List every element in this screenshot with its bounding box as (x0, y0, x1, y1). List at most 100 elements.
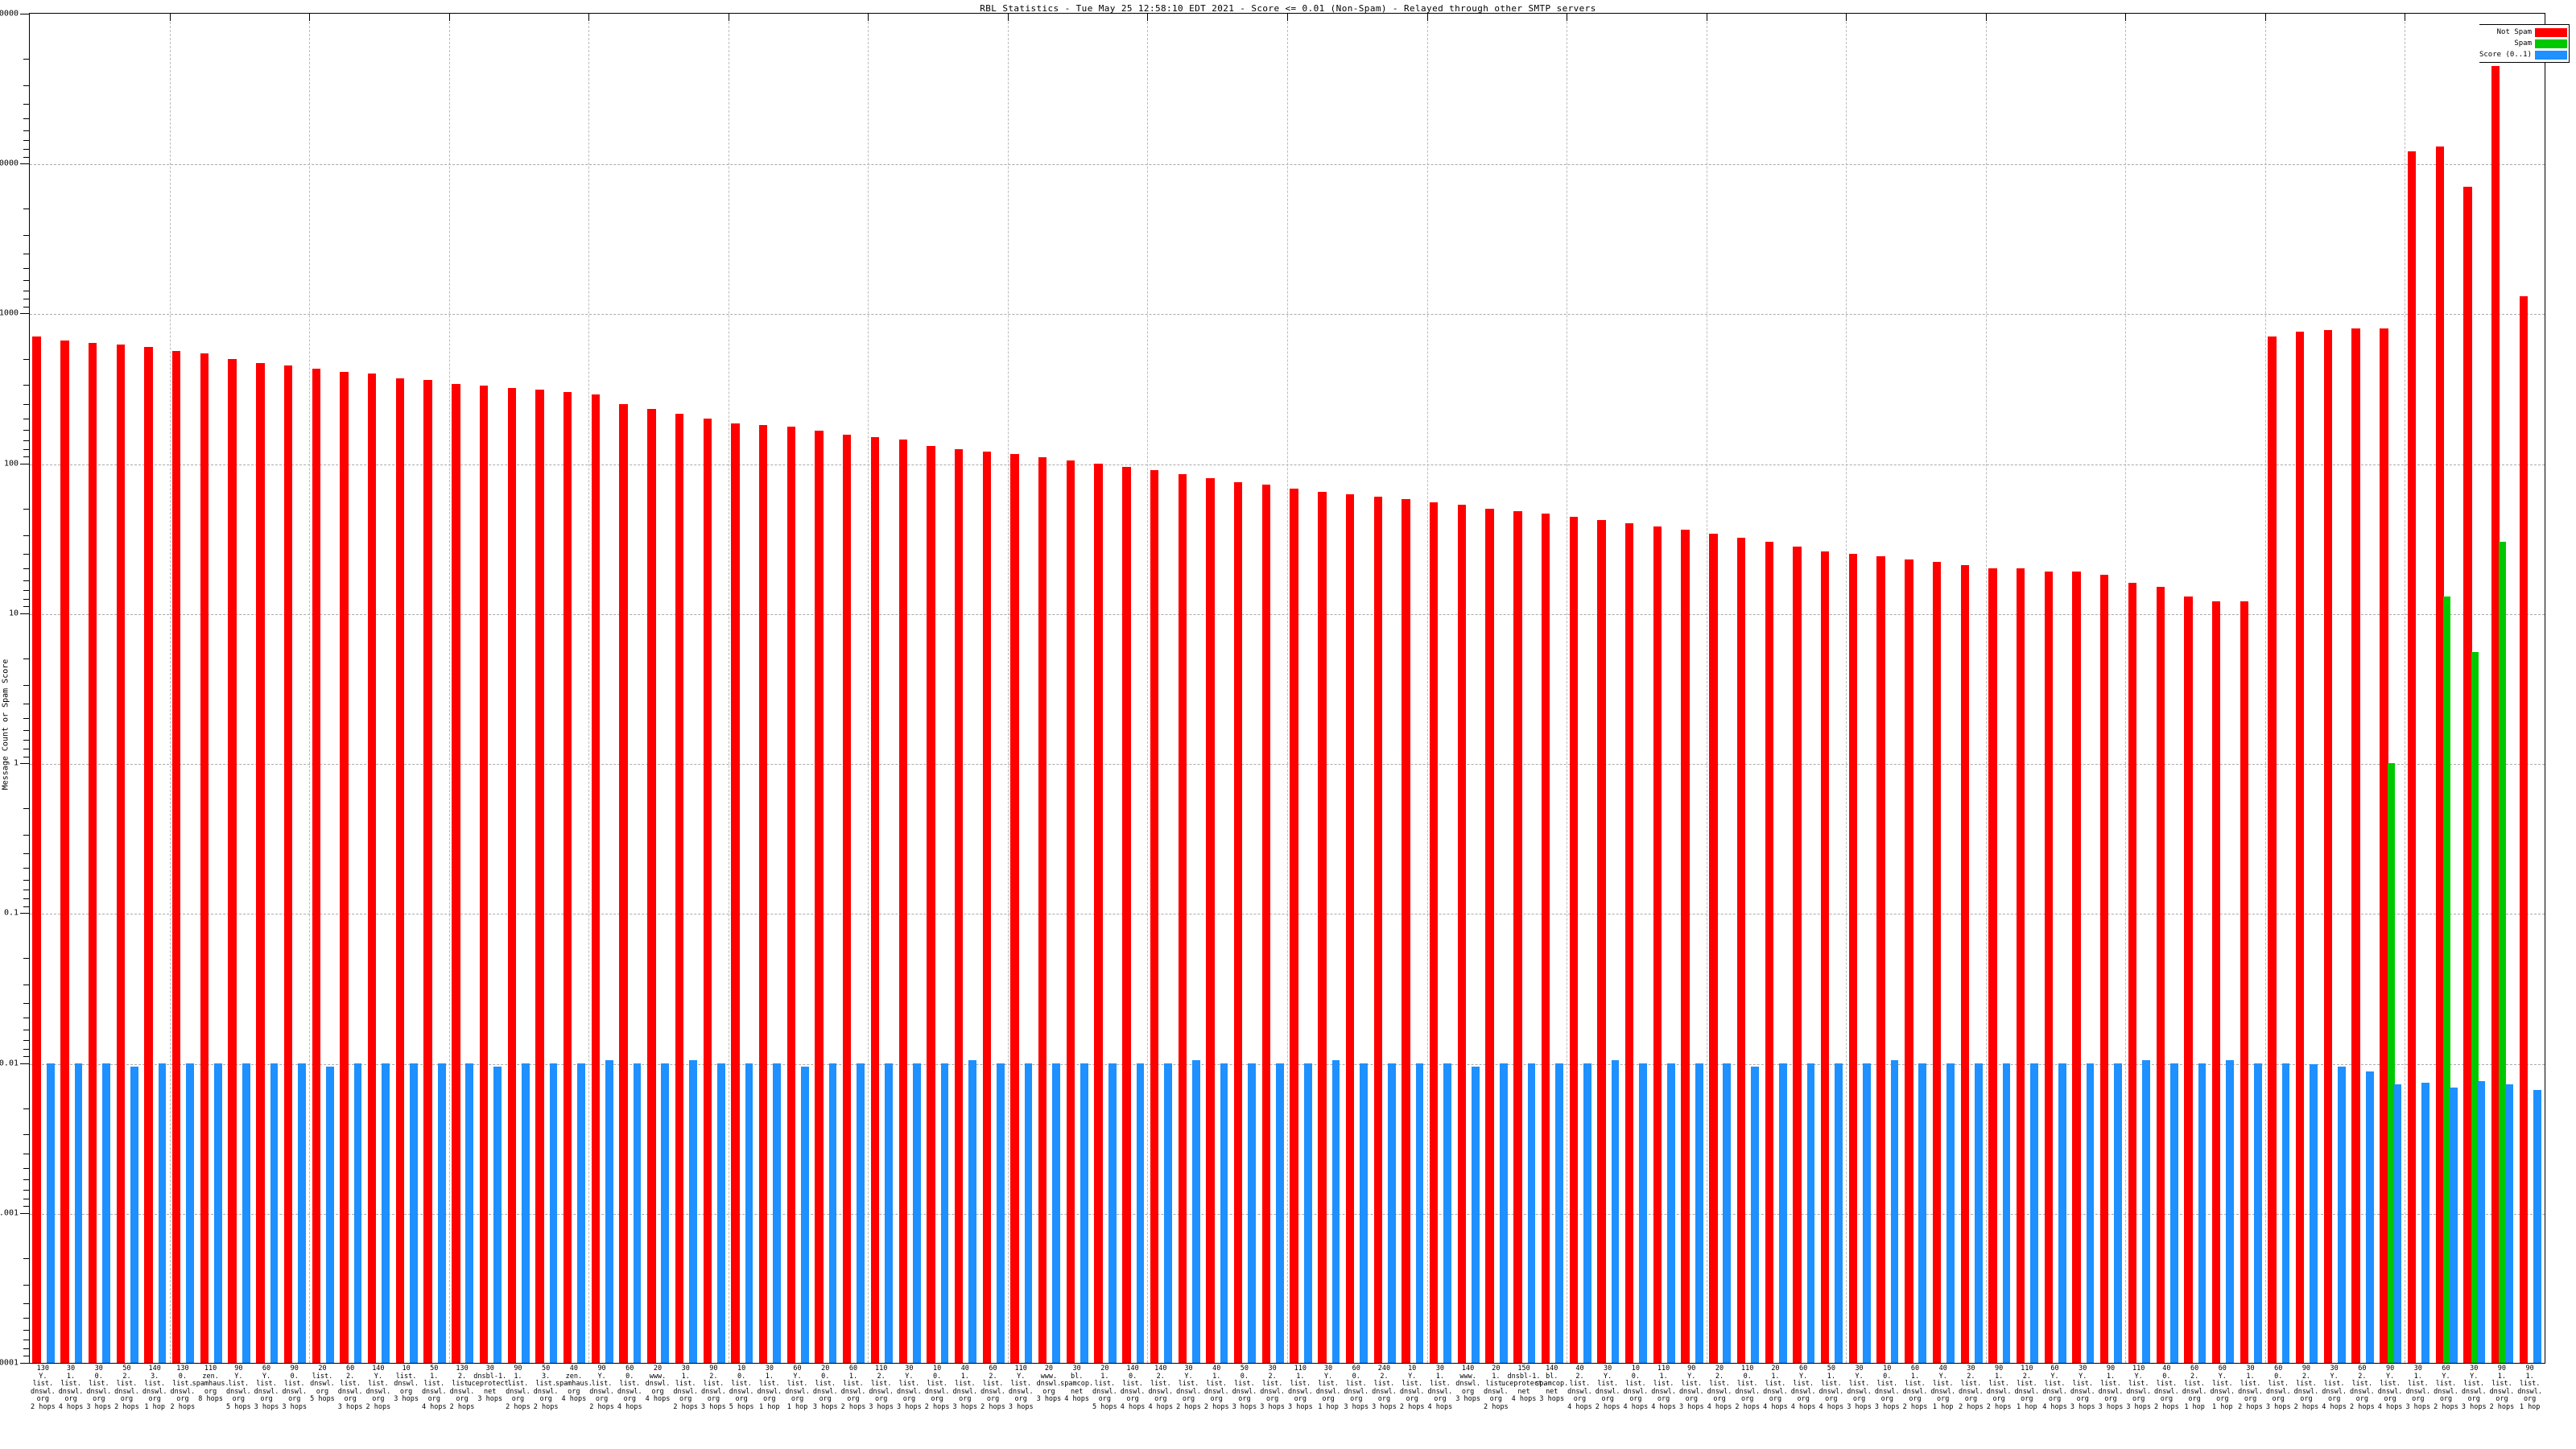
x-axis-label-line: list. (2296, 1380, 2317, 1389)
x-axis-label-line: net (1546, 1387, 1558, 1396)
x-axis-label-line: 0. (178, 1372, 188, 1381)
bar-spam (2471, 652, 2479, 1363)
y-tick-minor (23, 658, 29, 659)
bar-group (1650, 14, 1678, 1363)
bar-score (2281, 1063, 2290, 1363)
x-axis-label: 60 0. list. dnswl. org 3 hops (2255, 1364, 2302, 1412)
y-tick-minor (23, 156, 29, 158)
x-axis-label-line: list. (870, 1380, 892, 1389)
x-axis-label-line: org (2272, 1395, 2285, 1404)
x-axis-label-line: dnswl. (1399, 1387, 1425, 1396)
x-axis-label-line: Y. (262, 1372, 271, 1381)
x-axis-label-line: list. (1150, 1380, 1171, 1389)
bar-score (885, 1063, 893, 1363)
bar-group (1902, 14, 1930, 1363)
bar-score (410, 1063, 418, 1363)
bar-score (1052, 1063, 1061, 1363)
bar-score (940, 1063, 949, 1363)
x-axis-label-line: list. (1848, 1380, 1870, 1389)
x-axis-label-line: Y. (2442, 1372, 2450, 1381)
x-axis-label-line: 60 (989, 1364, 997, 1373)
x-axis-label-line: 2. (1715, 1372, 1724, 1381)
x-axis-label-line: org (204, 1387, 217, 1396)
bar-group (700, 14, 729, 1363)
x-axis-label-line: list. (815, 1380, 836, 1389)
x-axis-label-line: 2 hops (840, 1402, 866, 1411)
x-axis-label-line: org (819, 1395, 832, 1404)
x-axis-label-line: 3 hops (1372, 1402, 1397, 1411)
x-axis-label-line: dnswl. (2014, 1387, 2040, 1396)
x-axis-label-line: 0. (821, 1372, 830, 1381)
bar-not-spam (563, 391, 572, 1363)
x-axis-label-line: 3 hops (2265, 1402, 2291, 1411)
x-axis-label-line: 50 (542, 1364, 551, 1373)
bar-group (1008, 14, 1036, 1363)
x-axis-label-line: 3 hops (337, 1402, 363, 1411)
x-axis-label-line: 30 (1268, 1364, 1277, 1373)
x-axis-label-line: 3 hops (1260, 1402, 1285, 1411)
x-axis-label: 30 Y. list. dnswl. org 2 hops (1584, 1364, 1632, 1412)
x-axis-label: 30 Y. list. dnswl. org 3 hops (1835, 1364, 1883, 1412)
x-axis-label-line: org (2216, 1395, 2229, 1404)
bar-group (58, 14, 86, 1363)
x-axis-label-line: org (1825, 1395, 1838, 1404)
x-axis-label-line: dnswl. (1036, 1380, 1062, 1389)
bar-score (2533, 1090, 2541, 1363)
y-tick-major (20, 1212, 29, 1214)
x-axis-label-line: 1. (848, 1372, 858, 1381)
bar-not-spam (619, 403, 628, 1363)
x-axis-label: 10 list. dnswl. org 3 hops (382, 1364, 430, 1404)
x-axis-label-line: 140 (372, 1364, 385, 1373)
bar-score (1527, 1063, 1536, 1363)
x-axis-label-line: list. (1709, 1380, 1730, 1389)
y-tick-major (20, 1363, 29, 1364)
bar-score (1331, 1059, 1340, 1363)
bar-group (2070, 14, 2098, 1363)
x-axis-label-line: dnswl. (86, 1387, 112, 1396)
x-axis-label-line: dnswl. (645, 1380, 671, 1389)
x-axis-label: 60 Y. list. dnswl. org 1 hop (774, 1364, 821, 1412)
x-axis-label-line: 1 hop (2519, 1402, 2541, 1411)
x-axis-label-line: 2 hops (1986, 1402, 2012, 1411)
bar-group (1986, 14, 2014, 1363)
y-tick-minor (23, 834, 29, 836)
x-axis-label-line: 1. (1435, 1372, 1445, 1381)
x-axis-label-line: dnswl. (421, 1387, 447, 1396)
x-axis-label-line: 2 hops (2154, 1402, 2179, 1411)
x-axis-label-line: list. (1345, 1380, 1367, 1389)
x-axis-label-line: 10 (402, 1364, 411, 1373)
y-tick-label: 0.01 (0, 1059, 19, 1068)
x-axis-label-line: dnswl. (1120, 1387, 1146, 1396)
bar-not-spam (1290, 488, 1298, 1363)
x-axis-label-line: dnswl. (1678, 1387, 1704, 1396)
x-axis-label-line: org (595, 1395, 609, 1404)
x-axis-label-line: 1. (66, 1372, 76, 1381)
bar-score (270, 1063, 279, 1363)
x-axis-label-line: org (176, 1395, 189, 1404)
x-axis-label-line: 4 hops (421, 1402, 447, 1411)
bar-group (1175, 14, 1203, 1363)
y-tick-minor (23, 868, 29, 869)
vertical-gridline (1846, 14, 1847, 1363)
bar-not-spam (1318, 491, 1327, 1363)
y-tick-minor (23, 118, 29, 120)
bar-group (617, 14, 645, 1363)
x-axis-label-line: 110 (1657, 1364, 1670, 1373)
x-axis-label-line: dnswl. (2154, 1387, 2179, 1396)
x-axis-label-line: list. (2017, 1380, 2037, 1389)
bar-not-spam (1234, 481, 1243, 1363)
bar-group (393, 14, 421, 1363)
x-axis-label-line: org (735, 1395, 748, 1404)
x-axis-label-line: dnswl. (1455, 1380, 1480, 1389)
bar-not-spam (1709, 533, 1718, 1363)
x-axis-label-line: 30 (681, 1364, 690, 1373)
bar-not-spam (2240, 601, 2249, 1363)
y-tick-minor (23, 590, 29, 592)
bar-group (2013, 14, 2041, 1363)
bar-score (2114, 1063, 2123, 1363)
x-axis-label-line: 2. (2190, 1372, 2199, 1381)
x-axis-label-line: org (148, 1395, 161, 1404)
x-axis-label: 20 1. list. dnswl. org 2 hops (1472, 1364, 1520, 1412)
x-axis-label-line: 1 hop (786, 1402, 808, 1411)
y-tick-minor (23, 235, 29, 237)
